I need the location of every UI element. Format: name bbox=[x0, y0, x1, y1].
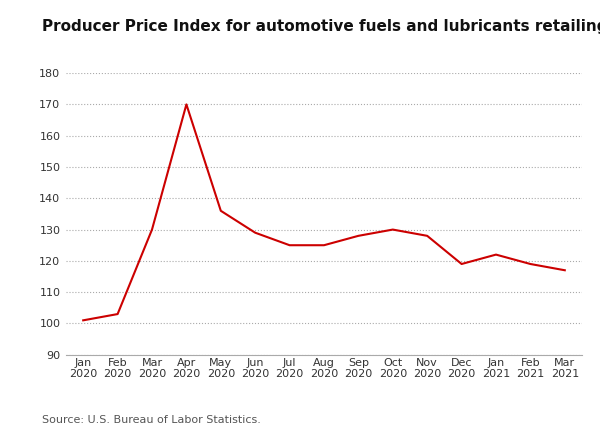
Text: Producer Price Index for automotive fuels and lubricants retailing: Producer Price Index for automotive fuel… bbox=[42, 19, 600, 34]
Text: Source: U.S. Bureau of Labor Statistics.: Source: U.S. Bureau of Labor Statistics. bbox=[42, 415, 261, 425]
